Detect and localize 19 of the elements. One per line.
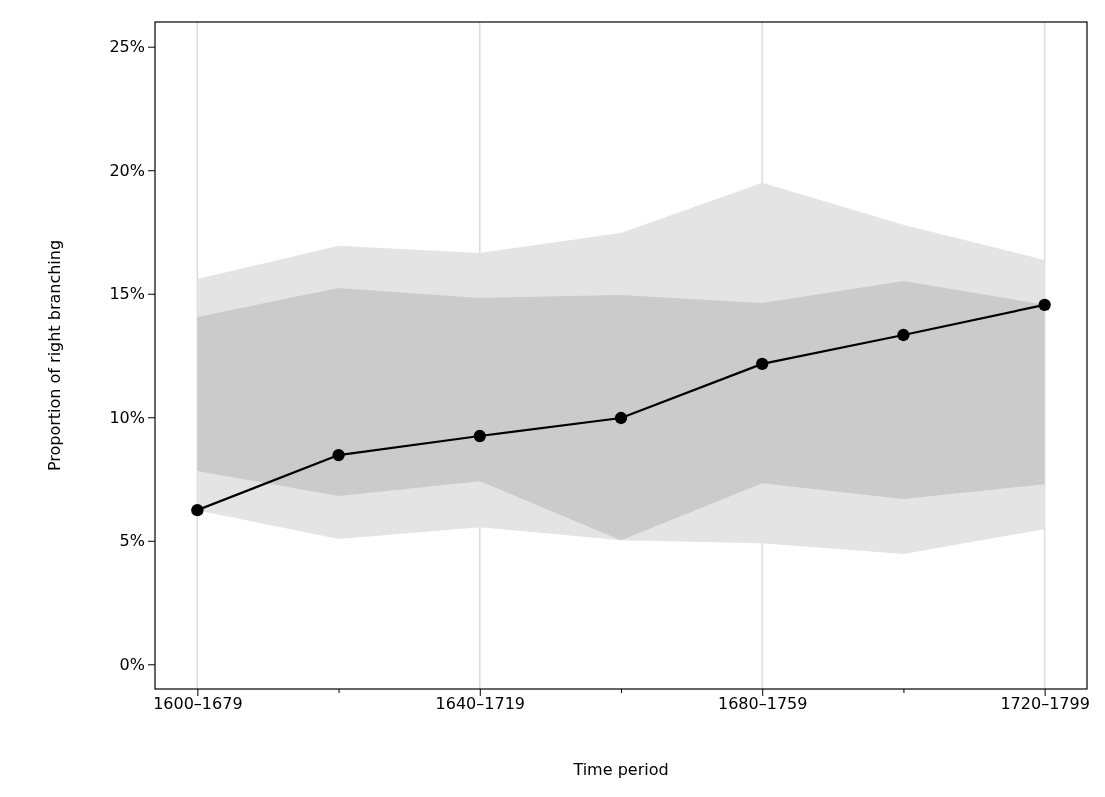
y-tick-label: 0% — [119, 654, 145, 674]
y-tick-label: 25% — [109, 37, 145, 57]
y-tick-label: 10% — [109, 407, 145, 427]
x-tick-label: 1600–1679 — [153, 694, 243, 714]
x-tick-label: 1640–1719 — [435, 694, 526, 714]
point — [756, 357, 769, 371]
x-tick-label: 1680–1759 — [717, 694, 808, 714]
point — [473, 429, 486, 443]
y-axis-title: Proportion of right branching — [45, 239, 64, 472]
point — [332, 448, 345, 462]
point — [1038, 298, 1051, 312]
point — [614, 411, 628, 425]
x-axis-title: Time period — [572, 760, 669, 779]
point — [191, 503, 204, 517]
x-tick-label: 1720–1799 — [1000, 694, 1090, 714]
y-tick-label: 5% — [119, 531, 145, 551]
y-tick-label: 20% — [109, 160, 145, 180]
y-tick-label: 15% — [109, 284, 145, 304]
point — [897, 328, 910, 342]
